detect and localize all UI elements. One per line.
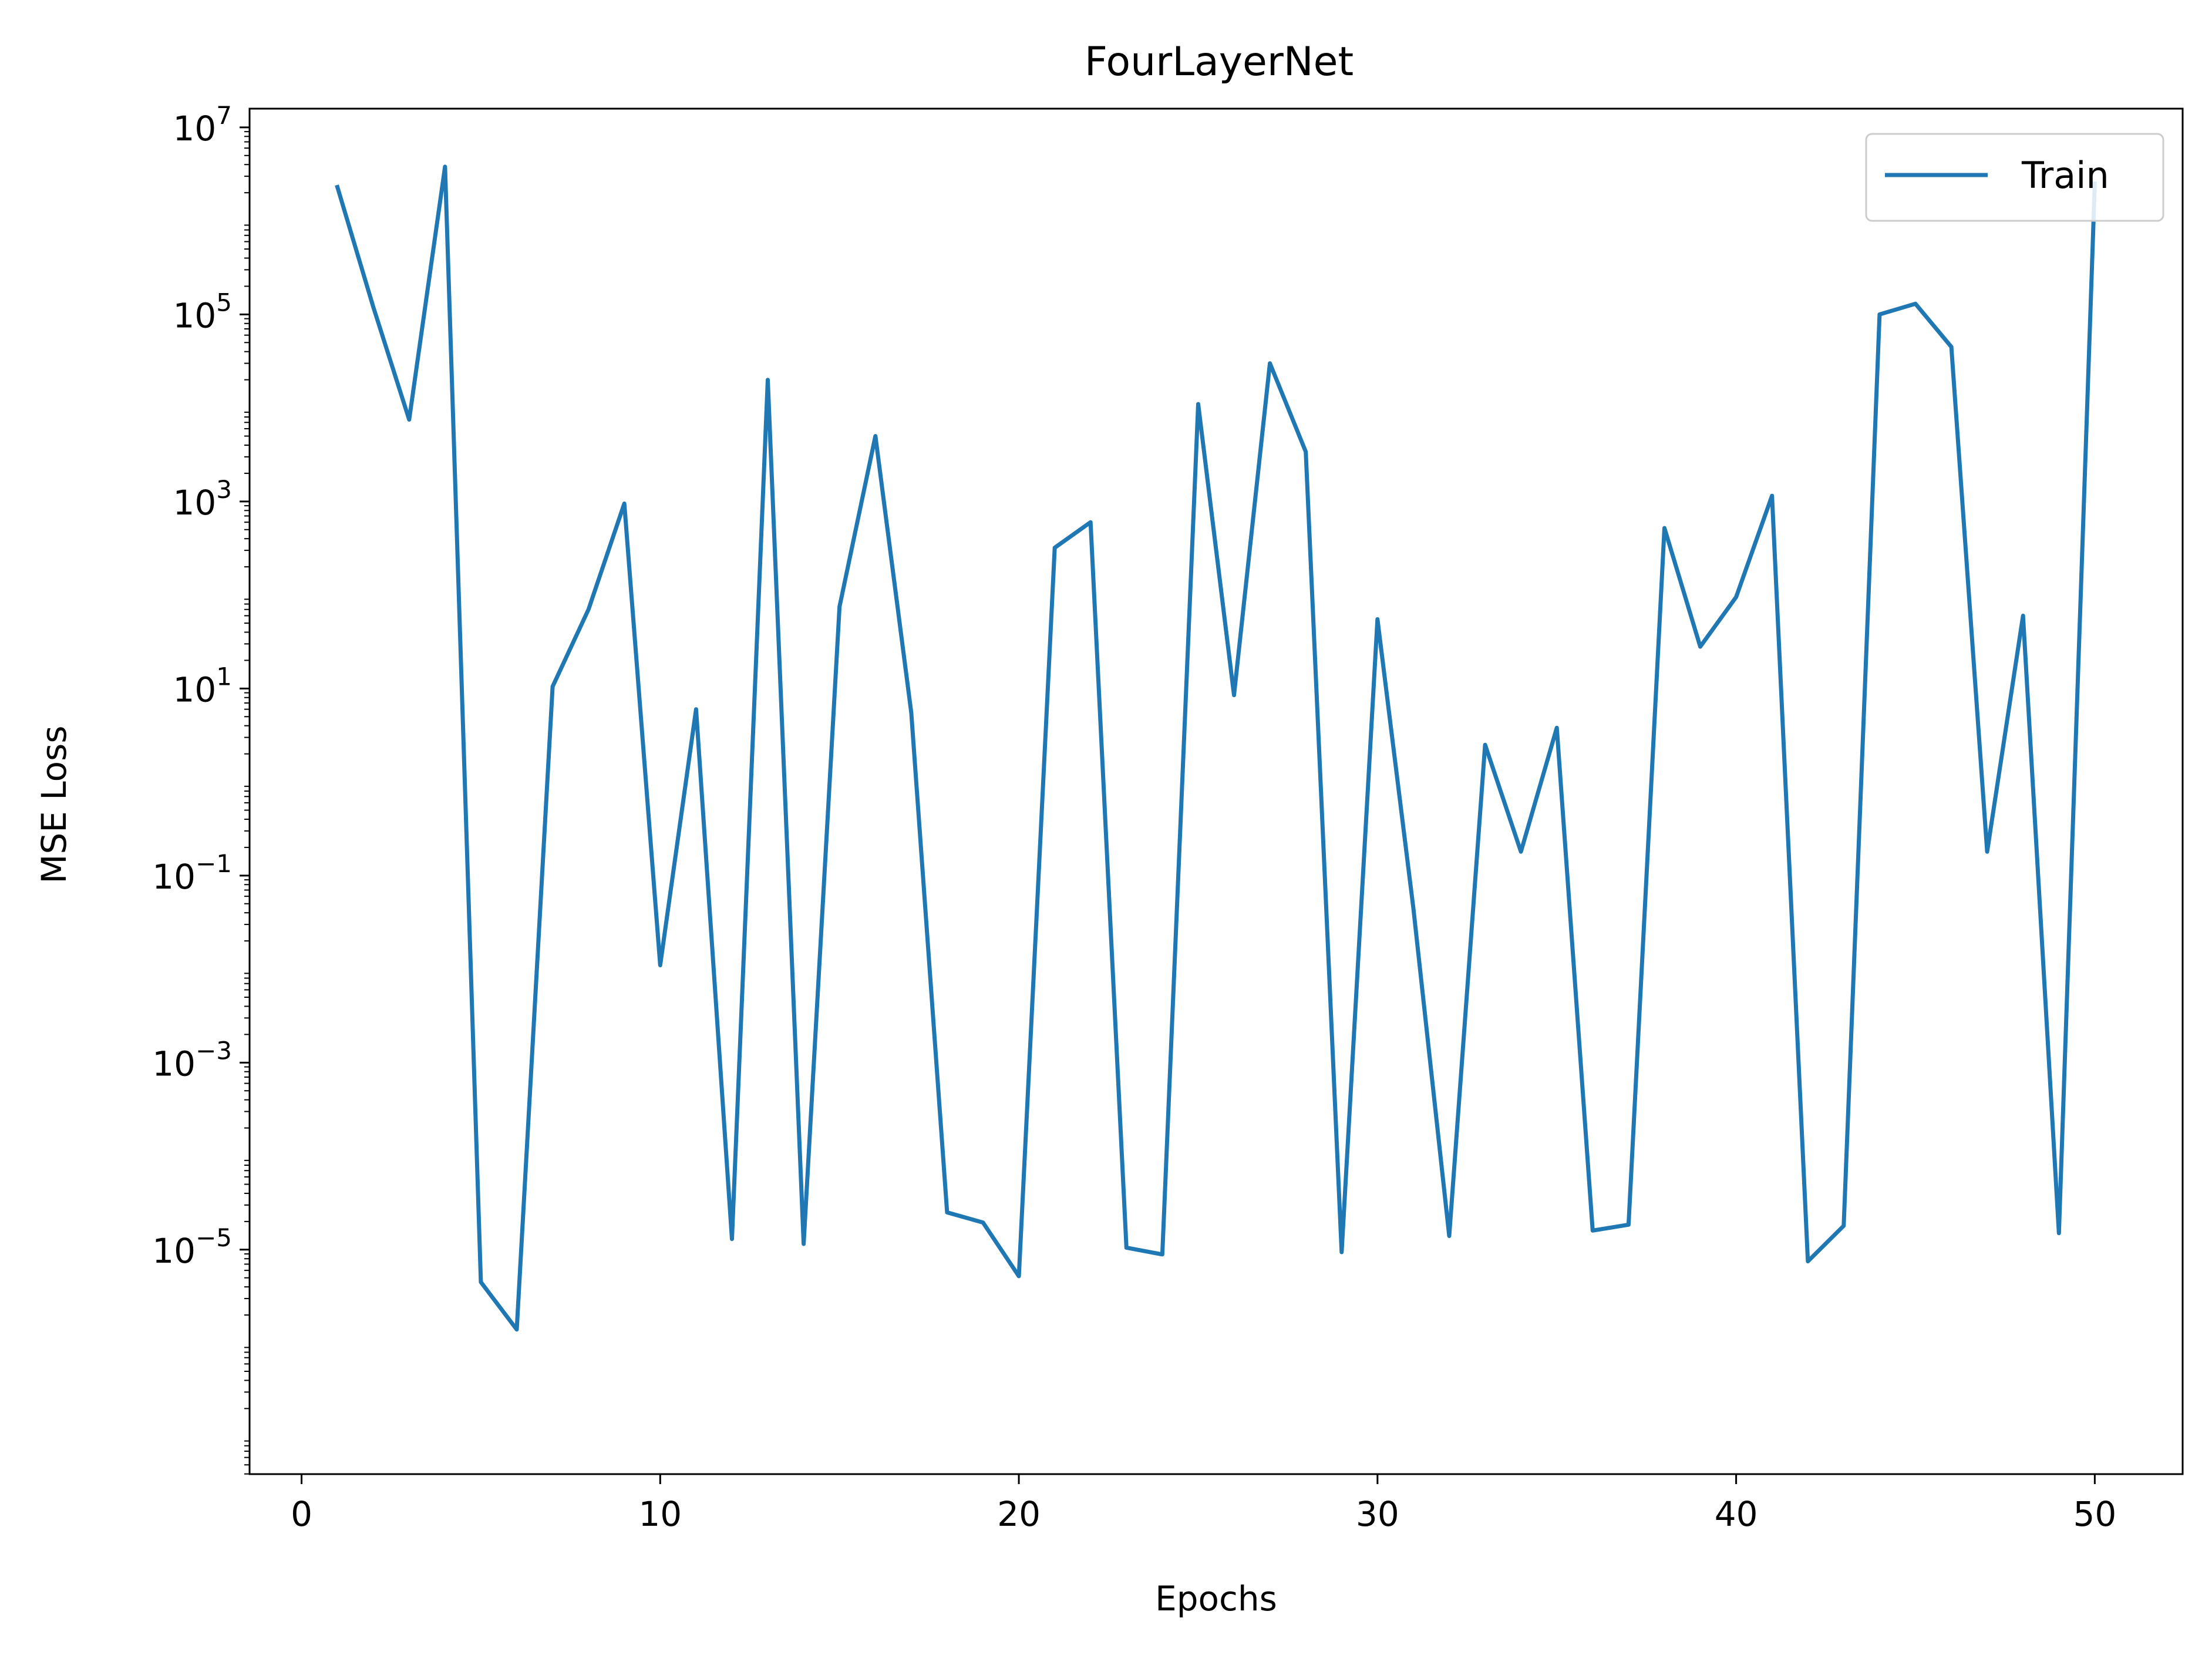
y-tick-label: 10−3 (152, 1036, 232, 1084)
x-tick-label: 30 (1356, 1494, 1399, 1534)
chart-title: FourLayerNet (1085, 39, 1354, 85)
plot-frame (248, 107, 2184, 1475)
y-axis-label: MSE Loss (34, 725, 74, 883)
y-tick-label: 10−5 (152, 1223, 232, 1271)
x-tick-label: 40 (1715, 1494, 1758, 1534)
legend-box (1865, 133, 2164, 222)
y-tick-label: 103 (173, 475, 232, 523)
legend-label: Train (2021, 154, 2109, 197)
y-tick-label: 107 (173, 101, 232, 149)
series-line-train (335, 164, 2097, 1332)
y-tick-label: 10−1 (152, 849, 232, 897)
y-tick-label: 101 (173, 662, 232, 709)
x-tick-label: 10 (638, 1494, 682, 1534)
x-tick-label: 50 (2073, 1494, 2116, 1534)
x-tick-label: 20 (997, 1494, 1041, 1534)
plot-area: 0 10 20 30 40 50 107 105 103 101 10−1 10−3 10−5 Train (152, 101, 2184, 1534)
x-tick-label: 0 (291, 1494, 312, 1534)
y-tick-label: 105 (173, 288, 232, 335)
legend: Train (1865, 133, 2164, 222)
x-axis-label: Epochs (1155, 1579, 1277, 1619)
